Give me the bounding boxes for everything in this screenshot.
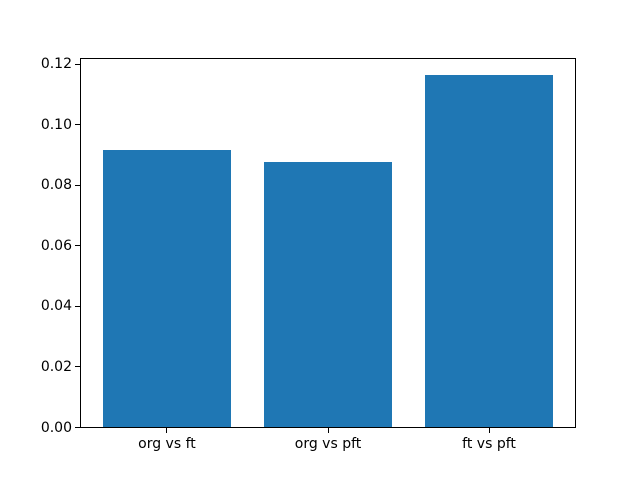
y-tick-mark: [75, 245, 80, 247]
y-tick-label: 0.12: [40, 56, 72, 73]
y-tick-mark: [75, 305, 80, 307]
y-tick-label: 0.08: [40, 177, 72, 194]
x-tick-mark: [488, 427, 490, 433]
bar-org-vs-pft: [263, 161, 393, 428]
y-tick-label: 0.00: [40, 419, 72, 436]
x-tick-label: org vs pft: [294, 435, 362, 452]
y-tick-label: 0.10: [40, 116, 72, 133]
y-tick-mark: [75, 366, 80, 368]
y-tick-label: 0.02: [40, 358, 72, 375]
x-tick-mark: [327, 427, 329, 433]
y-tick-mark: [75, 63, 80, 65]
y-tick-label: 0.04: [40, 298, 72, 315]
x-tick-label: org vs ft: [138, 435, 196, 452]
x-tick-mark: [166, 427, 168, 433]
y-tick-mark: [75, 427, 80, 428]
bar-ft-vs-pft: [424, 75, 554, 428]
bar-org-vs-ft: [102, 149, 232, 428]
y-tick-mark: [75, 124, 80, 126]
y-tick-mark: [75, 184, 80, 186]
y-tick-label: 0.06: [40, 237, 72, 254]
x-tick-label: ft vs pft: [462, 435, 516, 452]
